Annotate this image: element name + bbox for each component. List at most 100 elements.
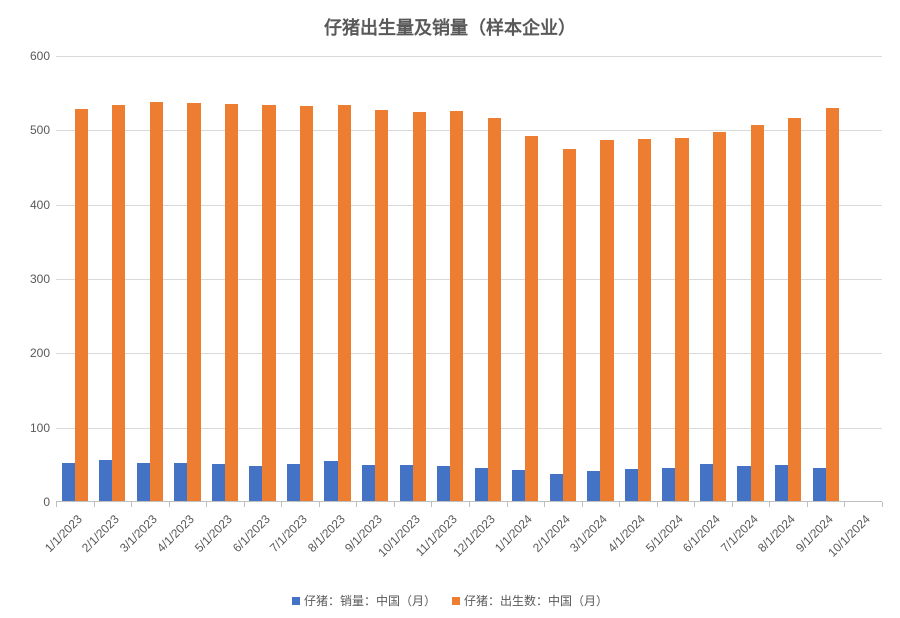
- bar: [475, 468, 488, 502]
- bar-group: [169, 56, 207, 502]
- bar-group: [732, 56, 770, 502]
- bar-group: [94, 56, 132, 502]
- y-axis-ticks: 0100200300400500600: [0, 56, 56, 502]
- bar: [550, 474, 563, 502]
- bar: [324, 461, 337, 502]
- bar: [788, 118, 801, 502]
- x-tick-mark: [469, 502, 470, 507]
- bar: [112, 105, 125, 502]
- x-tick-mark: [657, 502, 658, 507]
- bar: [150, 102, 163, 502]
- legend: 仔猪：销量：中国（月） 仔猪：出生数：中国（月）: [0, 592, 900, 609]
- bar: [400, 465, 413, 502]
- x-tick-mark: [844, 502, 845, 507]
- x-tick-mark: [732, 502, 733, 507]
- chart-title: 仔猪出生量及销量（样本企业）: [0, 14, 900, 40]
- y-tick-label: 500: [30, 123, 50, 137]
- bar: [751, 125, 764, 502]
- bar-group: [807, 56, 845, 502]
- bar-group: [507, 56, 545, 502]
- bar-group: [319, 56, 357, 502]
- bar: [174, 463, 187, 502]
- bar-group: [56, 56, 94, 502]
- bar: [525, 136, 538, 502]
- bar: [600, 140, 613, 502]
- bar: [187, 103, 200, 502]
- x-tick-mark: [694, 502, 695, 507]
- x-tick-mark: [169, 502, 170, 507]
- x-tick-mark: [244, 502, 245, 507]
- bar: [212, 464, 225, 502]
- bar: [137, 463, 150, 502]
- x-tick-mark: [281, 502, 282, 507]
- x-tick-mark: [619, 502, 620, 507]
- chart-container: 仔猪出生量及销量（样本企业） 0100200300400500600 1/1/2…: [0, 0, 900, 618]
- bar: [362, 465, 375, 502]
- x-tick-mark: [544, 502, 545, 507]
- x-tick-mark: [356, 502, 357, 507]
- x-tick-mark: [94, 502, 95, 507]
- x-tick-mark: [431, 502, 432, 507]
- bar: [775, 465, 788, 502]
- legend-swatch: [452, 597, 460, 605]
- bar-group: [469, 56, 507, 502]
- bar: [300, 106, 313, 502]
- bar: [587, 471, 600, 502]
- bar: [512, 470, 525, 502]
- legend-label: 仔猪：出生数：中国（月）: [464, 594, 608, 608]
- x-tick-mark: [206, 502, 207, 507]
- x-tick-mark: [807, 502, 808, 507]
- bar-group: [281, 56, 319, 502]
- y-tick-label: 300: [30, 272, 50, 286]
- bar-group: [657, 56, 695, 502]
- bar-group: [131, 56, 169, 502]
- x-tick-mark: [882, 502, 883, 507]
- bar: [62, 463, 75, 502]
- legend-item: 仔猪：出生数：中国（月）: [452, 592, 608, 609]
- bar-group: [694, 56, 732, 502]
- bar: [437, 466, 450, 502]
- bar: [563, 149, 576, 502]
- legend-item: 仔猪：销量：中国（月）: [292, 592, 436, 609]
- y-tick-label: 100: [30, 421, 50, 435]
- legend-label: 仔猪：销量：中国（月）: [304, 594, 436, 608]
- bar-group: [619, 56, 657, 502]
- y-tick-label: 600: [30, 49, 50, 63]
- bar: [662, 468, 675, 502]
- x-tick-mark: [56, 502, 57, 507]
- bar: [262, 105, 275, 502]
- x-tick-mark: [507, 502, 508, 507]
- bar-group: [769, 56, 807, 502]
- bar: [700, 464, 713, 502]
- bar: [413, 112, 426, 502]
- bar-group: [244, 56, 282, 502]
- x-tick-mark: [769, 502, 770, 507]
- bar: [488, 118, 501, 502]
- x-tick-mark: [319, 502, 320, 507]
- x-tick-mark: [131, 502, 132, 507]
- bars-layer: [56, 56, 882, 502]
- bar: [450, 111, 463, 502]
- y-tick-label: 200: [30, 346, 50, 360]
- legend-swatch: [292, 597, 300, 605]
- bar: [287, 464, 300, 502]
- bar: [249, 466, 262, 502]
- y-tick-label: 400: [30, 198, 50, 212]
- bar: [737, 466, 750, 502]
- bar: [813, 468, 826, 502]
- bar-group: [394, 56, 432, 502]
- x-tick-mark: [394, 502, 395, 507]
- bar: [638, 139, 651, 502]
- y-tick-label: 0: [43, 495, 50, 509]
- bar-group: [582, 56, 620, 502]
- bar-group: [431, 56, 469, 502]
- bar-group: [544, 56, 582, 502]
- bar: [713, 132, 726, 502]
- bar: [375, 110, 388, 502]
- bar: [826, 108, 839, 502]
- bar-group: [844, 56, 882, 502]
- plot-area: [56, 56, 882, 502]
- bar: [338, 105, 351, 502]
- bar: [75, 109, 88, 502]
- bar: [625, 469, 638, 502]
